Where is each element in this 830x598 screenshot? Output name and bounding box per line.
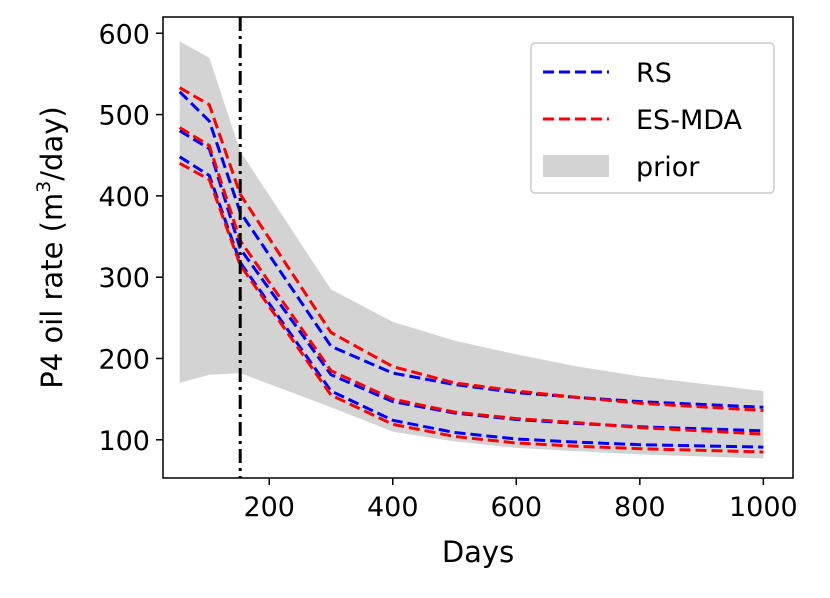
axes-frame: [162, 16, 794, 479]
x-axis-title: Days: [442, 535, 514, 569]
y-axis-title: P4 oil rate (m3/day): [33, 106, 69, 388]
y-tick-label: 600: [98, 19, 150, 50]
y-tick-label: 300: [98, 263, 150, 294]
legend-label-prior: prior: [636, 152, 700, 183]
series-line-es-mda-2: [178, 126, 764, 436]
y-axis-title-superscript: 3: [33, 181, 55, 193]
x-axis: 200 400 600 800 1000: [243, 478, 798, 523]
y-axis-title-suffix: /day): [35, 106, 69, 180]
legend: RS ES-MDA prior: [530, 42, 775, 194]
x-tick-label: 400: [367, 492, 419, 523]
y-axis: 100 200 300 400 500 600: [98, 19, 163, 457]
y-axis-title-prefix: P4 oil rate (m: [35, 193, 69, 389]
x-tick-label: 600: [491, 492, 543, 523]
y-tick-label: 500: [98, 101, 150, 132]
legend-label-rs: RS: [636, 58, 672, 89]
legend-swatch-prior: [543, 155, 609, 177]
series-line-rs-3: [178, 155, 764, 449]
x-tick-label: 800: [614, 492, 666, 523]
series-line-es-mda-1: [178, 86, 764, 412]
y-tick-label: 200: [98, 344, 150, 375]
x-tick-label: 200: [243, 492, 295, 523]
y-tick-label: 100: [98, 426, 150, 457]
y-tick-label: 400: [98, 182, 150, 213]
series-line-es-mda-3: [178, 161, 764, 454]
legend-label-es-mda: ES-MDA: [636, 105, 743, 136]
plot-area: [178, 17, 764, 478]
prior-band: [179, 41, 764, 459]
x-tick-label: 1000: [729, 492, 798, 523]
